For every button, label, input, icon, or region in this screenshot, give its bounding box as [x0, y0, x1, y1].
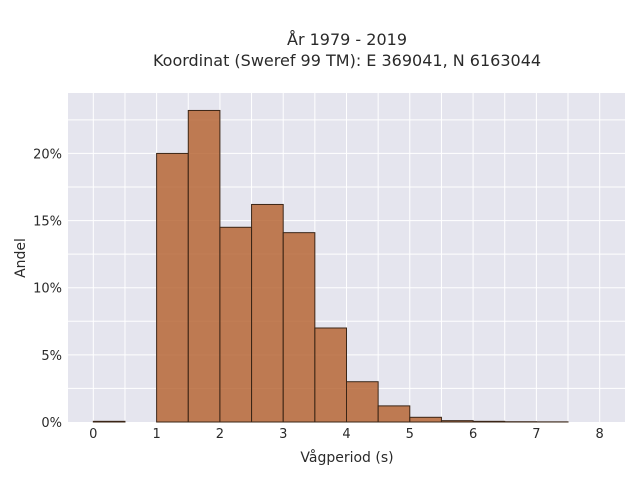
histogram-bar — [187, 109, 221, 423]
x-tick-label: 8 — [596, 427, 604, 442]
y-tick-labels: 0% 5% 10% 15% 20% — [33, 147, 62, 431]
histogram-bar — [282, 232, 316, 423]
histogram-bar — [92, 420, 126, 423]
histogram-bars — [92, 109, 569, 423]
y-tick-label: 20% — [33, 147, 62, 162]
y-tick-label: 10% — [33, 282, 62, 297]
x-tick-label: 3 — [279, 427, 287, 442]
x-tick-label: 6 — [469, 427, 477, 442]
histogram-bar — [219, 226, 253, 423]
x-tick-label: 7 — [532, 427, 540, 442]
histogram-bar — [314, 327, 347, 423]
x-tick-label: 5 — [406, 427, 414, 442]
x-tick-label: 0 — [89, 427, 97, 442]
histogram-bar — [440, 420, 474, 423]
x-tick-label: 4 — [342, 427, 350, 442]
x-tick-label: 1 — [152, 427, 160, 442]
y-tick-label: 0% — [41, 416, 62, 431]
chart-title-line1: År 1979 - 2019 — [287, 30, 407, 49]
x-tick-labels: 0 1 2 3 4 5 6 7 8 — [89, 427, 604, 442]
histogram-bar — [251, 203, 284, 423]
chart-title-line2: Koordinat (Sweref 99 TM): E 369041, N 61… — [153, 51, 541, 70]
histogram-bar — [346, 381, 379, 423]
y-axis-title: Andel — [13, 238, 29, 278]
histogram-bar — [409, 416, 442, 423]
histogram-bar — [377, 405, 411, 423]
x-axis-title: Vågperiod (s) — [300, 449, 393, 466]
histogram-bar — [472, 420, 506, 423]
x-gridlines — [92, 93, 601, 422]
x-tick-label: 2 — [216, 427, 224, 442]
y-tick-label: 15% — [33, 215, 62, 230]
histogram-bar — [156, 152, 189, 423]
y-tick-label: 5% — [41, 349, 62, 364]
